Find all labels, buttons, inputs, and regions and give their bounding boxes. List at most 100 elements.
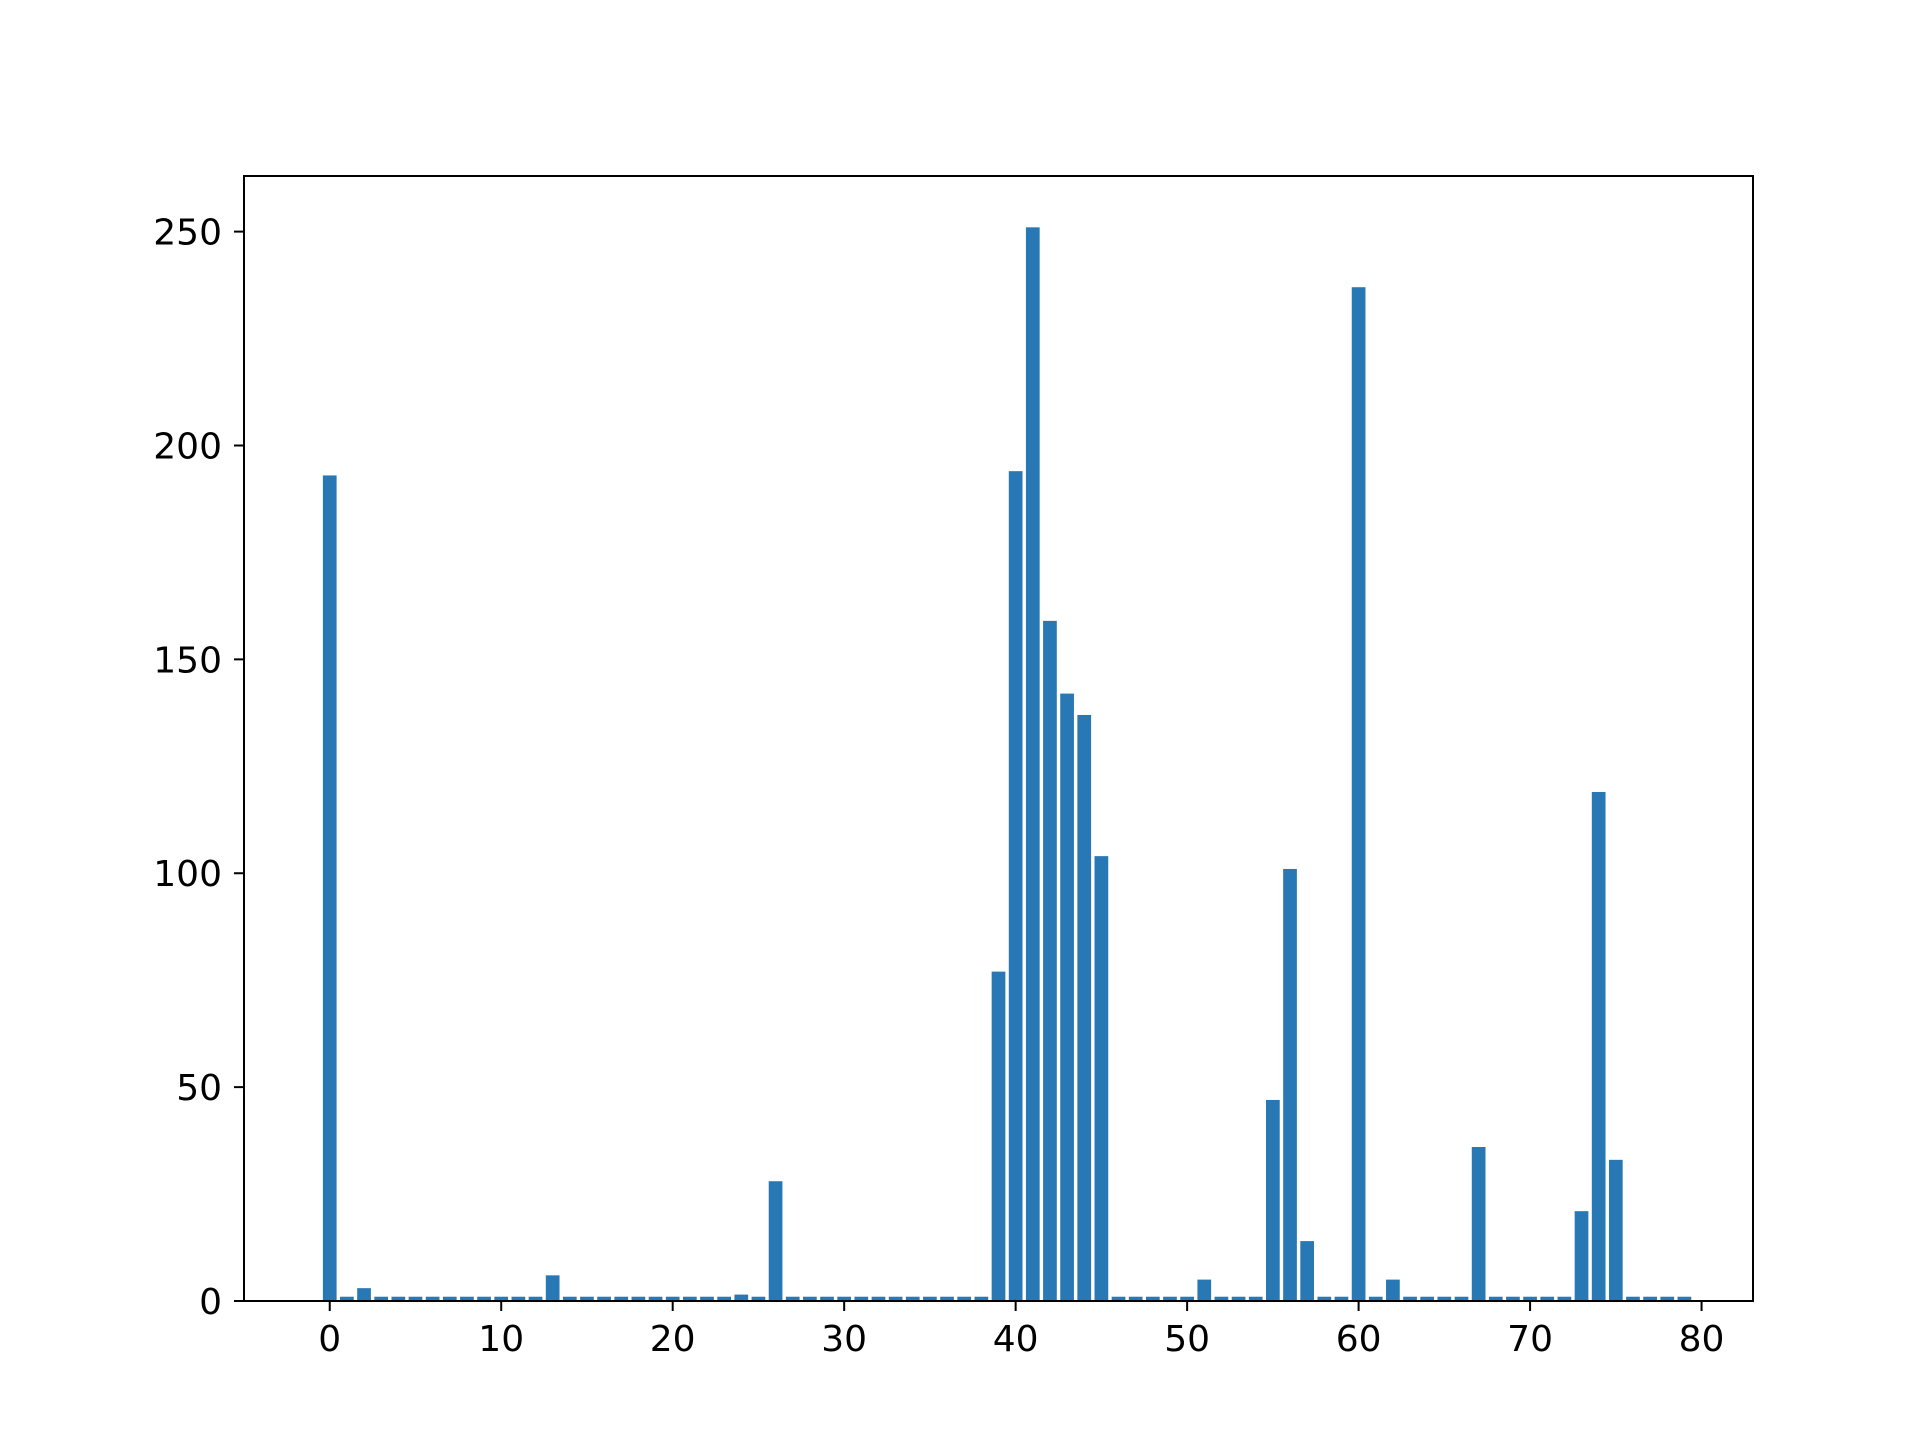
- x-tick-label-80: 80: [1679, 1319, 1725, 1360]
- bar-19: [648, 1296, 663, 1301]
- bar-40: [1008, 471, 1023, 1301]
- bar-59: [1334, 1296, 1349, 1301]
- bar-11: [511, 1296, 526, 1301]
- x-axis: 0 10 20 30 40 50 60 70 80: [318, 1301, 1724, 1360]
- x-tick-label-70: 70: [1507, 1319, 1553, 1360]
- bar-62: [1386, 1279, 1400, 1301]
- bar-10: [494, 1296, 509, 1301]
- y-tick-label-50: 50: [176, 1068, 222, 1109]
- bar-32: [871, 1296, 886, 1301]
- bar-55: [1266, 1099, 1280, 1301]
- bar-5: [408, 1296, 423, 1301]
- bar-25: [751, 1296, 766, 1301]
- bar-70: [1523, 1296, 1537, 1301]
- y-tick-label-100: 100: [153, 854, 222, 895]
- bar-20: [665, 1296, 680, 1301]
- bar-71: [1540, 1296, 1555, 1301]
- bar-4: [391, 1296, 406, 1301]
- bar-13: [545, 1275, 560, 1301]
- bar-8: [460, 1296, 474, 1301]
- bar-7: [442, 1296, 457, 1301]
- bar-33: [888, 1296, 903, 1301]
- bar-76: [1626, 1296, 1640, 1301]
- x-tick-label-50: 50: [1164, 1319, 1210, 1360]
- bar-75: [1608, 1159, 1623, 1301]
- bar-29: [820, 1296, 834, 1301]
- bar-0: [322, 475, 337, 1301]
- bar-77: [1643, 1296, 1657, 1301]
- bar-18: [631, 1296, 646, 1301]
- bar-56: [1283, 868, 1297, 1301]
- bar-58: [1317, 1296, 1332, 1301]
- bar-37: [957, 1296, 972, 1301]
- bar-15: [580, 1296, 594, 1301]
- y-tick-label-250: 250: [153, 213, 222, 254]
- bar-22: [700, 1296, 714, 1301]
- bar-67: [1471, 1147, 1486, 1301]
- bar-24: [734, 1294, 749, 1301]
- bar-66: [1454, 1296, 1469, 1301]
- bars-group: [322, 227, 1692, 1301]
- bar-68: [1488, 1296, 1503, 1301]
- bar-31: [854, 1296, 869, 1301]
- bar-51: [1197, 1279, 1212, 1301]
- y-tick-label-150: 150: [153, 640, 222, 681]
- y-axis: 0 50 100 150 200 250: [153, 213, 244, 1323]
- bar-16: [597, 1296, 611, 1301]
- bar-38: [974, 1296, 989, 1301]
- bar-42: [1043, 620, 1057, 1301]
- bar-17: [614, 1296, 629, 1301]
- bar-14: [562, 1296, 577, 1301]
- bar-21: [682, 1296, 697, 1301]
- x-tick-label-30: 30: [821, 1319, 867, 1360]
- bar-45: [1094, 856, 1109, 1301]
- bar-9: [477, 1296, 491, 1301]
- bar-63: [1403, 1296, 1417, 1301]
- bar-61: [1368, 1296, 1383, 1301]
- x-tick-label-60: 60: [1336, 1319, 1382, 1360]
- bar-72: [1557, 1296, 1572, 1301]
- bar-43: [1060, 693, 1074, 1301]
- bar-52: [1214, 1296, 1229, 1301]
- x-tick-label-0: 0: [318, 1319, 341, 1360]
- bar-27: [785, 1296, 800, 1301]
- bar-69: [1506, 1296, 1520, 1301]
- bar-46: [1111, 1296, 1126, 1301]
- bar-47: [1128, 1296, 1143, 1301]
- y-tick-label-0: 0: [199, 1282, 222, 1323]
- bar-6: [425, 1296, 440, 1301]
- bar-3: [374, 1296, 389, 1301]
- bar-64: [1420, 1296, 1435, 1301]
- bar-48: [1145, 1296, 1160, 1301]
- bar-36: [940, 1296, 954, 1301]
- bar-53: [1231, 1296, 1246, 1301]
- plot-frame: [243, 175, 1754, 1302]
- x-tick-label-40: 40: [993, 1319, 1039, 1360]
- bar-30: [837, 1296, 852, 1301]
- bar-26: [768, 1181, 783, 1301]
- bar-1: [340, 1296, 354, 1301]
- bar-12: [528, 1296, 543, 1301]
- bar-44: [1077, 714, 1092, 1301]
- bar-41: [1025, 227, 1040, 1301]
- bar-23: [717, 1296, 731, 1301]
- bar-39: [991, 971, 1006, 1301]
- bar-49: [1163, 1296, 1177, 1301]
- x-tick-label-20: 20: [650, 1319, 696, 1360]
- bar-79: [1677, 1296, 1692, 1301]
- bar-34: [905, 1296, 920, 1301]
- bar-78: [1660, 1296, 1675, 1301]
- bar-57: [1300, 1241, 1315, 1301]
- y-tick-label-200: 200: [153, 426, 222, 467]
- bar-73: [1574, 1211, 1589, 1301]
- bar-54: [1248, 1296, 1263, 1301]
- bar-74: [1591, 791, 1606, 1301]
- bar-60: [1351, 287, 1366, 1301]
- bar-65: [1437, 1296, 1452, 1301]
- bar-28: [803, 1296, 817, 1301]
- bar-50: [1180, 1296, 1194, 1301]
- bar-2: [357, 1288, 371, 1301]
- bar-35: [923, 1296, 937, 1301]
